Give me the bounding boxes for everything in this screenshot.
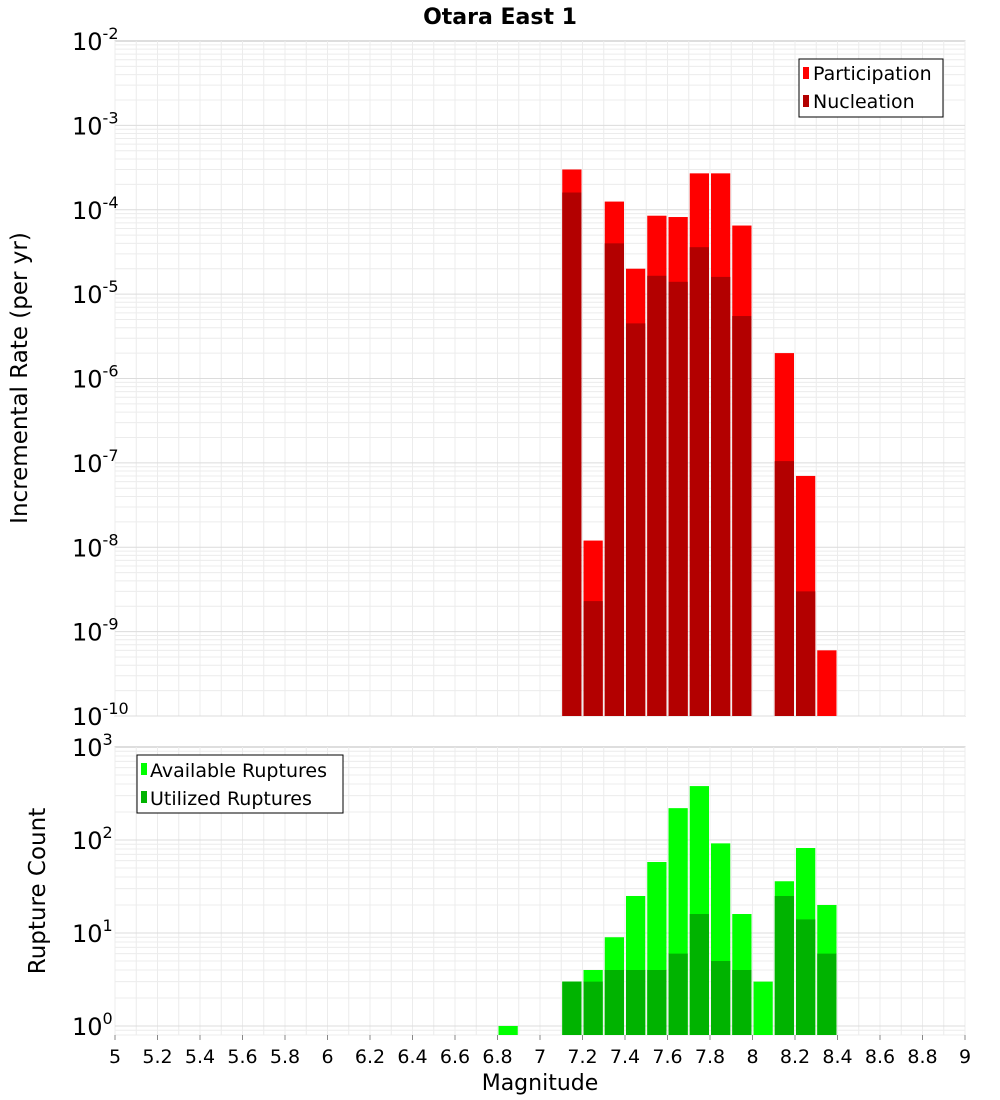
rate-bars (562, 169, 837, 717)
utilized-ruptures-bar (796, 919, 816, 1035)
utilized-ruptures-bar (668, 953, 688, 1035)
x-tick-label: 9 (959, 1046, 971, 1068)
x-tick-label: 6.6 (440, 1046, 470, 1068)
rate-y-tick-label: 10-4 (72, 193, 119, 225)
utilized-ruptures-bar (774, 895, 794, 1035)
count-y-tick-label: 103 (72, 730, 113, 762)
x-tick-label: 7.2 (567, 1046, 597, 1068)
x-tick-label: 5.6 (227, 1046, 257, 1068)
nucleation-bar (604, 243, 624, 717)
x-tick-label: 6 (321, 1046, 333, 1068)
x-tick-label: 8.8 (907, 1046, 937, 1068)
count-y-tick-label: 100 (72, 1009, 113, 1041)
x-tick-label: 7.4 (610, 1046, 640, 1068)
rate-y-tick-label: 10-3 (72, 108, 119, 140)
x-tick-label: 5.4 (185, 1046, 215, 1068)
x-tick-label: 6.4 (397, 1046, 427, 1068)
rate-y-tick-label: 10-10 (72, 699, 129, 731)
x-tick-label: 8 (746, 1046, 758, 1068)
x-axis-label: Magnitude (482, 1071, 599, 1096)
x-tick-label: 7.8 (695, 1046, 725, 1068)
x-tick-label: 7.6 (652, 1046, 682, 1068)
count-y-axis-label: Rupture Count (25, 808, 51, 974)
nucleation-bar (711, 276, 731, 716)
count-legend: Available Ruptures Utilized Ruptures (136, 754, 344, 814)
x-tick-label: 6.2 (355, 1046, 385, 1068)
utilized-ruptures-bar (562, 981, 582, 1035)
count-bars (498, 786, 837, 1035)
rate-y-tick-label: 10-7 (72, 446, 119, 478)
rate-y-axis-label: Incremental Rate (per yr) (7, 232, 33, 524)
x-tick-label: 8.6 (865, 1046, 895, 1068)
x-tick-label: 5.2 (142, 1046, 172, 1068)
available-ruptures-bar (498, 1025, 518, 1035)
rate-y-tick-label: 10-9 (72, 615, 119, 647)
utilized-ruptures-bar (604, 969, 624, 1035)
available-ruptures-bar (753, 981, 773, 1035)
nucleation-bar (796, 591, 816, 716)
rate-y-tick-label: 10-6 (72, 362, 119, 394)
rate-y-ticks: 10-2 10-3 10-4 10-5 10-6 10-7 10-8 10-9 10-10 (72, 24, 129, 731)
x-tick-label: 8.4 (822, 1046, 852, 1068)
utilized-ruptures-bar (732, 969, 752, 1035)
utilized-ruptures-bar (626, 969, 646, 1035)
count-y-tick-label: 102 (72, 823, 113, 855)
count-legend-box (136, 754, 344, 814)
rate-y-tick-label: 10-5 (72, 277, 119, 309)
x-tick-label: 7 (534, 1046, 546, 1068)
rate-grid (114, 41, 966, 717)
utilized-legend-label: Utilized Ruptures (150, 788, 312, 810)
x-tick-label: 5 (109, 1046, 121, 1068)
nucleation-bar (668, 281, 688, 716)
rate-legend: Participation Nucleation (798, 58, 944, 118)
rate-panel: 10-2 10-3 10-4 10-5 10-6 10-7 10-8 10-9 10-10 In… (7, 24, 966, 731)
count-y-ticks: 103 102 101 100 (72, 730, 113, 1041)
available-legend-label: Available Ruptures (150, 760, 327, 782)
x-tick-label: 8.2 (780, 1046, 810, 1068)
participation-legend-swatch (803, 67, 809, 79)
utilized-legend-swatch (141, 791, 147, 803)
x-tick-label: 6.8 (482, 1046, 512, 1068)
rate-y-tick-label: 10-8 (72, 530, 119, 562)
nucleation-bar (689, 247, 709, 716)
nucleation-bar (562, 192, 582, 717)
nucleation-bar (647, 275, 667, 716)
count-x-ticks: 5 5.2 5.4 5.6 5.8 6 6.2 6.4 6.6 6.8 7 7.2 7.4 7.6 7.8 8… (109, 1035, 971, 1068)
utilized-ruptures-bar (711, 960, 731, 1035)
nucleation-legend-label: Nucleation (813, 91, 915, 113)
utilized-ruptures-bar (647, 969, 667, 1035)
x-tick-label: 5.8 (270, 1046, 300, 1068)
nucleation-bar (732, 316, 752, 716)
rate-legend-box (798, 58, 944, 118)
available-legend-swatch (141, 763, 147, 775)
count-y-tick-label: 101 (72, 916, 113, 948)
chart-title: Otara East 1 (423, 5, 577, 30)
nucleation-bar (626, 323, 646, 716)
nucleation-legend-swatch (803, 95, 809, 107)
nucleation-bar (774, 461, 794, 716)
utilized-ruptures-bar (817, 953, 837, 1035)
nucleation-bar (583, 601, 603, 716)
utilized-ruptures-bar (689, 914, 709, 1035)
participation-bar (817, 650, 837, 716)
participation-legend-label: Participation (813, 63, 932, 85)
rate-y-tick-label: 10-2 (72, 24, 119, 56)
count-panel: 103 102 101 100 5 5.2 5.4 5.6 5.8 6 6.2 6.4 6.6 6.8 7… (25, 730, 971, 1096)
utilized-ruptures-bar (583, 981, 603, 1035)
